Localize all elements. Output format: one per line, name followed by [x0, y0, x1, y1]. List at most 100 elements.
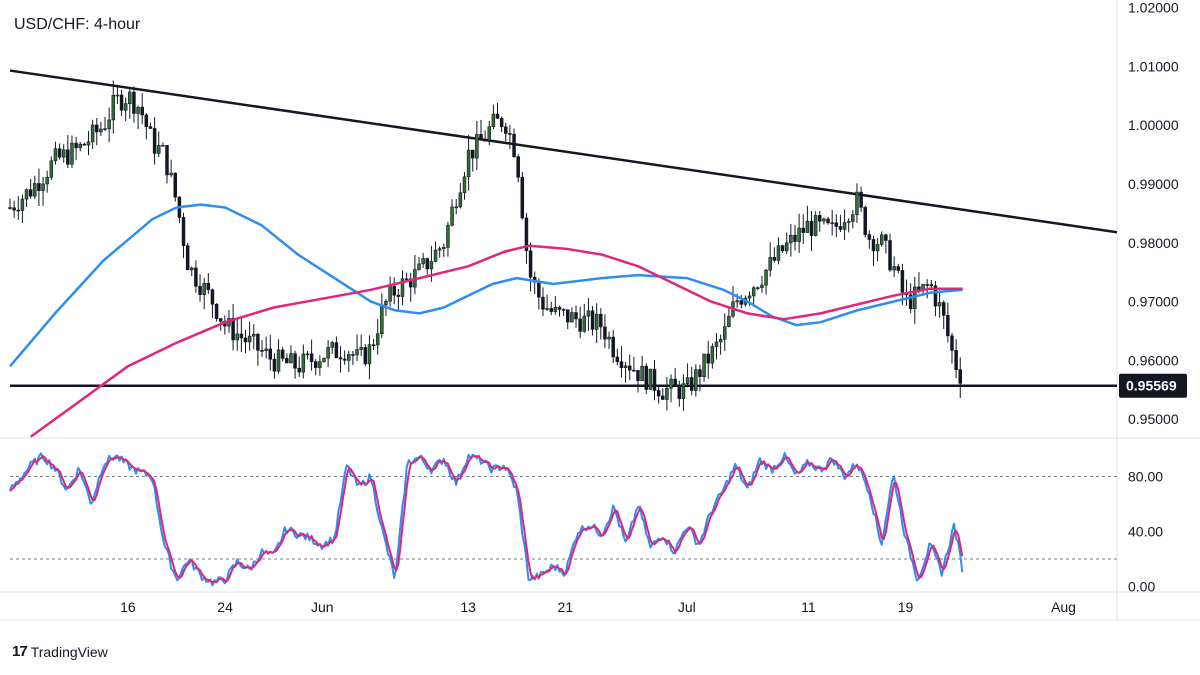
candle — [495, 102, 500, 119]
current-price-tag — [1119, 373, 1187, 398]
chart-title: USD/CHF: 4-hour — [14, 16, 141, 33]
candle-body-up — [582, 315, 587, 332]
candle-body-up — [446, 224, 450, 248]
candle — [669, 374, 673, 403]
candle-body-up — [53, 148, 58, 162]
candle — [731, 286, 735, 319]
candle-body-up — [301, 353, 306, 373]
candle — [805, 205, 810, 233]
candle — [454, 199, 458, 215]
candle — [470, 149, 475, 172]
candle-body-down — [673, 378, 677, 387]
candle-body-up — [813, 215, 818, 236]
candle-layer — [8, 80, 962, 411]
candle — [285, 353, 289, 364]
candle — [330, 340, 335, 354]
candle-body-down — [243, 337, 248, 343]
candle — [8, 198, 12, 210]
candle-body-down — [619, 361, 624, 369]
candle — [20, 194, 25, 223]
candle — [264, 336, 268, 359]
candle — [396, 288, 401, 310]
candle-body-down — [599, 313, 603, 328]
candle-body-down — [499, 118, 504, 128]
candle — [946, 302, 950, 343]
candle-body-down — [884, 234, 888, 241]
candle-body-up — [355, 349, 359, 356]
candle-body-down — [561, 309, 566, 311]
candle — [557, 305, 562, 317]
candle-body-down — [37, 183, 41, 191]
price-label-layer: 0.95569 — [1119, 373, 1187, 398]
candle-body-up — [252, 333, 256, 337]
candle-body-down — [859, 191, 863, 208]
candle-body-up — [797, 227, 801, 242]
candle — [231, 304, 235, 351]
candle — [834, 214, 839, 238]
candle — [615, 348, 620, 366]
candle-body-up — [330, 342, 335, 348]
candle-body-up — [702, 353, 706, 378]
candle-body-down — [549, 308, 553, 312]
candle — [516, 154, 520, 183]
candle-body-up — [41, 183, 45, 191]
candle — [458, 182, 463, 209]
candle-body-down — [867, 234, 872, 240]
candle-body-up — [322, 357, 326, 362]
candle — [57, 143, 62, 160]
candle-body-up — [326, 347, 330, 359]
time-tick-label: 24 — [217, 599, 233, 615]
candle-body-down — [941, 302, 946, 316]
candle — [793, 224, 797, 251]
candle-body-up — [86, 141, 91, 146]
candle — [421, 253, 425, 268]
tradingview-brand: 17 TradingView — [12, 643, 108, 660]
candle — [880, 231, 884, 247]
candle-body-down — [12, 207, 16, 211]
candle-body-up — [318, 361, 322, 368]
candle-body-up — [545, 308, 549, 310]
candle-body-down — [280, 349, 285, 359]
candle-body-down — [181, 217, 186, 246]
candle-body-down — [309, 353, 314, 362]
candle — [698, 364, 702, 392]
candle — [417, 256, 421, 271]
candle — [309, 339, 314, 371]
candle-body-down — [818, 215, 822, 222]
candle — [99, 122, 103, 137]
price-tick-label: 1.00000 — [1128, 117, 1179, 133]
candle — [388, 276, 392, 307]
candle-body-up — [851, 214, 855, 222]
candle-body-down — [152, 128, 157, 154]
candle — [82, 142, 87, 146]
candle-body-down — [504, 126, 508, 134]
candle-body-down — [198, 285, 202, 295]
candle-body-down — [404, 278, 409, 281]
candle — [256, 333, 260, 366]
candle-body-down — [834, 222, 839, 227]
candle-body-up — [115, 94, 120, 97]
candle — [239, 318, 244, 352]
candle-body-up — [380, 304, 384, 335]
time-tick-label: 16 — [120, 599, 136, 615]
grid-layer — [0, 0, 1200, 621]
candle-body-up — [694, 369, 698, 391]
price-tick-label: 0.98000 — [1128, 235, 1179, 251]
candle-body-up — [90, 124, 95, 143]
candle — [103, 116, 107, 132]
candle-body-down — [66, 149, 70, 165]
candle-body-up — [875, 244, 880, 252]
candle-body-up — [359, 347, 363, 350]
candle — [28, 179, 33, 199]
candle-body-down — [165, 145, 169, 176]
candle-body-down — [793, 234, 797, 242]
candle — [326, 340, 330, 367]
candle-body-up — [78, 143, 82, 149]
candle — [892, 256, 896, 277]
candle-body-up — [347, 354, 351, 361]
candle — [727, 306, 731, 328]
candle — [351, 350, 355, 365]
candle-body-up — [665, 387, 669, 400]
